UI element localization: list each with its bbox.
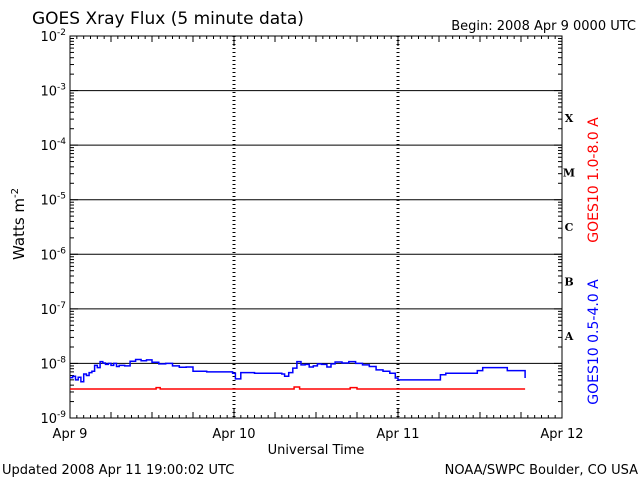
y-tick-label-base: 10 [40,412,57,427]
begin-label: Begin: 2008 Apr 9 0000 UTC [451,19,636,34]
y-axis-title-exp: -2 [10,188,21,198]
x-tick-label: Apr 9 [53,427,88,442]
y-tick-label-exp: -3 [57,83,66,93]
y-tick-label: 10-6 [40,246,66,263]
y-tick-label-base: 10 [40,303,57,318]
y-tick-label: 10-7 [40,301,66,318]
y-tick-label-exp: -8 [57,355,66,365]
flare-class-label: A [564,330,574,343]
flare-class-label: X [565,112,574,125]
y-tick-label-base: 10 [40,85,57,100]
y-tick-label: 10-5 [40,192,66,209]
y-tick-label: 10-3 [40,83,66,100]
flare-class-label: C [565,221,574,234]
series-line-short-wave [70,358,526,383]
y-tick-label: 10-8 [40,355,66,372]
y-tick-label-exp: -6 [57,246,66,256]
x-tick-label: Apr 11 [376,427,419,442]
y-axis-title-base: Watts m [10,198,28,260]
y-tick-label-base: 10 [40,194,57,209]
x-tick-label: Apr 10 [212,427,255,442]
legend-entry: GOES10 0.5-4.0 A [586,279,602,405]
y-tick-label-exp: -5 [57,192,66,202]
y-tick-label-exp: -9 [57,410,66,420]
x-axis-title: Universal Time [268,443,365,458]
y-tick-label: 10-9 [40,410,66,427]
y-tick-label-exp: -7 [57,301,66,311]
y-tick-label-base: 10 [40,30,57,45]
y-tick-label-base: 10 [40,139,57,154]
flare-class-label: B [564,276,573,289]
updated-label: Updated 2008 Apr 11 19:00:02 UTC [2,463,234,478]
y-tick-label-exp: -2 [57,28,66,38]
y-tick-label-base: 10 [40,248,57,263]
flare-class-label: M [563,166,575,179]
y-tick-label-exp: -4 [57,137,66,147]
legend-entry: GOES10 1.0-8.0 A [586,117,602,243]
chart-title: GOES Xray Flux (5 minute data) [32,9,304,29]
y-tick-label-base: 10 [40,357,57,372]
x-tick-label: Apr 12 [540,427,583,442]
y-tick-label: 10-4 [40,137,66,154]
source-label: NOAA/SWPC Boulder, CO USA [445,463,638,478]
series-line-long-wave [70,386,526,390]
y-tick-label: 10-2 [40,28,66,45]
y-axis-title: Watts m-2 [10,188,28,260]
